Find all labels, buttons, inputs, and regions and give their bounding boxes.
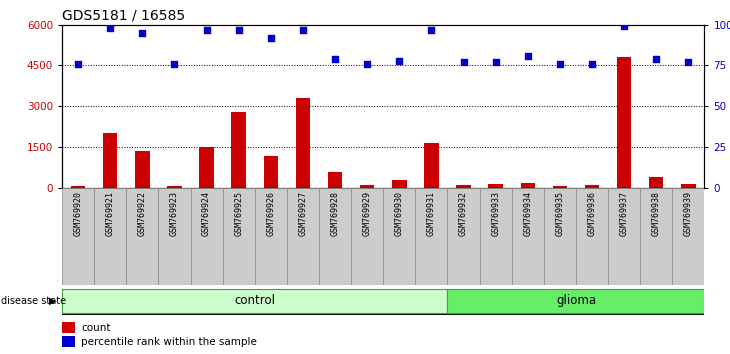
- Bar: [71, 186, 85, 188]
- FancyBboxPatch shape: [126, 188, 158, 285]
- Text: GSM769934: GSM769934: [523, 190, 532, 235]
- Text: GSM769926: GSM769926: [266, 190, 275, 235]
- Point: [297, 27, 309, 33]
- Point: [201, 27, 212, 33]
- Point: [329, 56, 341, 62]
- Point: [426, 27, 437, 33]
- Text: GSM769932: GSM769932: [459, 190, 468, 235]
- Point: [618, 24, 630, 29]
- Bar: [135, 151, 150, 188]
- FancyBboxPatch shape: [480, 188, 512, 285]
- Point: [650, 56, 662, 62]
- FancyBboxPatch shape: [62, 289, 447, 313]
- Bar: [167, 186, 182, 188]
- Bar: [456, 185, 471, 188]
- Bar: [199, 147, 214, 188]
- Point: [554, 61, 566, 67]
- Point: [361, 61, 373, 67]
- Text: GSM769931: GSM769931: [427, 190, 436, 235]
- Bar: [103, 133, 118, 188]
- Text: GSM769928: GSM769928: [331, 190, 339, 235]
- Text: GSM769922: GSM769922: [138, 190, 147, 235]
- Bar: [328, 172, 342, 188]
- FancyBboxPatch shape: [255, 188, 287, 285]
- FancyBboxPatch shape: [287, 188, 319, 285]
- Point: [265, 35, 277, 41]
- Point: [72, 61, 84, 67]
- Bar: [520, 183, 535, 188]
- Text: count: count: [81, 322, 111, 332]
- Bar: [424, 143, 439, 188]
- Text: GSM769936: GSM769936: [588, 190, 596, 235]
- FancyBboxPatch shape: [608, 188, 640, 285]
- Bar: [264, 156, 278, 188]
- Text: GSM769938: GSM769938: [652, 190, 661, 235]
- FancyBboxPatch shape: [158, 188, 191, 285]
- Text: GSM769937: GSM769937: [620, 190, 629, 235]
- FancyBboxPatch shape: [576, 188, 608, 285]
- Text: GSM769927: GSM769927: [299, 190, 307, 235]
- FancyBboxPatch shape: [62, 188, 94, 285]
- FancyBboxPatch shape: [544, 188, 576, 285]
- Text: GSM769923: GSM769923: [170, 190, 179, 235]
- Bar: [617, 57, 631, 188]
- Point: [586, 61, 598, 67]
- Text: GSM769924: GSM769924: [202, 190, 211, 235]
- Text: GSM769930: GSM769930: [395, 190, 404, 235]
- Bar: [553, 186, 567, 188]
- Point: [490, 59, 502, 65]
- FancyBboxPatch shape: [319, 188, 351, 285]
- Text: GSM769933: GSM769933: [491, 190, 500, 235]
- Text: GSM769925: GSM769925: [234, 190, 243, 235]
- Point: [233, 27, 245, 33]
- Text: GDS5181 / 16585: GDS5181 / 16585: [62, 8, 185, 22]
- FancyBboxPatch shape: [415, 188, 447, 285]
- Bar: [681, 183, 696, 188]
- Text: GSM769920: GSM769920: [74, 190, 82, 235]
- Bar: [488, 183, 503, 188]
- Point: [169, 61, 180, 67]
- Point: [522, 53, 534, 58]
- Bar: [62, 322, 75, 333]
- FancyBboxPatch shape: [191, 188, 223, 285]
- Text: ▶: ▶: [49, 296, 56, 306]
- Bar: [392, 180, 407, 188]
- Text: GSM769929: GSM769929: [363, 190, 372, 235]
- Text: disease state: disease state: [1, 296, 66, 306]
- FancyBboxPatch shape: [62, 289, 704, 315]
- Bar: [585, 185, 599, 188]
- Text: percentile rank within the sample: percentile rank within the sample: [81, 337, 257, 347]
- Bar: [360, 185, 374, 188]
- FancyBboxPatch shape: [640, 188, 672, 285]
- Point: [683, 59, 694, 65]
- FancyBboxPatch shape: [351, 188, 383, 285]
- FancyBboxPatch shape: [94, 188, 126, 285]
- Text: GSM769935: GSM769935: [556, 190, 564, 235]
- FancyBboxPatch shape: [512, 188, 544, 285]
- Text: GSM769939: GSM769939: [684, 190, 693, 235]
- FancyBboxPatch shape: [672, 188, 704, 285]
- Point: [458, 59, 469, 65]
- Point: [137, 30, 148, 36]
- FancyBboxPatch shape: [383, 188, 415, 285]
- Text: GSM769921: GSM769921: [106, 190, 115, 235]
- Bar: [62, 336, 75, 347]
- Text: glioma: glioma: [556, 294, 596, 307]
- Point: [104, 25, 116, 31]
- Bar: [649, 177, 664, 188]
- Bar: [296, 98, 310, 188]
- Text: control: control: [234, 294, 275, 307]
- FancyBboxPatch shape: [223, 188, 255, 285]
- Point: [393, 58, 405, 63]
- Bar: [231, 112, 246, 188]
- FancyBboxPatch shape: [447, 289, 704, 313]
- FancyBboxPatch shape: [447, 188, 480, 285]
